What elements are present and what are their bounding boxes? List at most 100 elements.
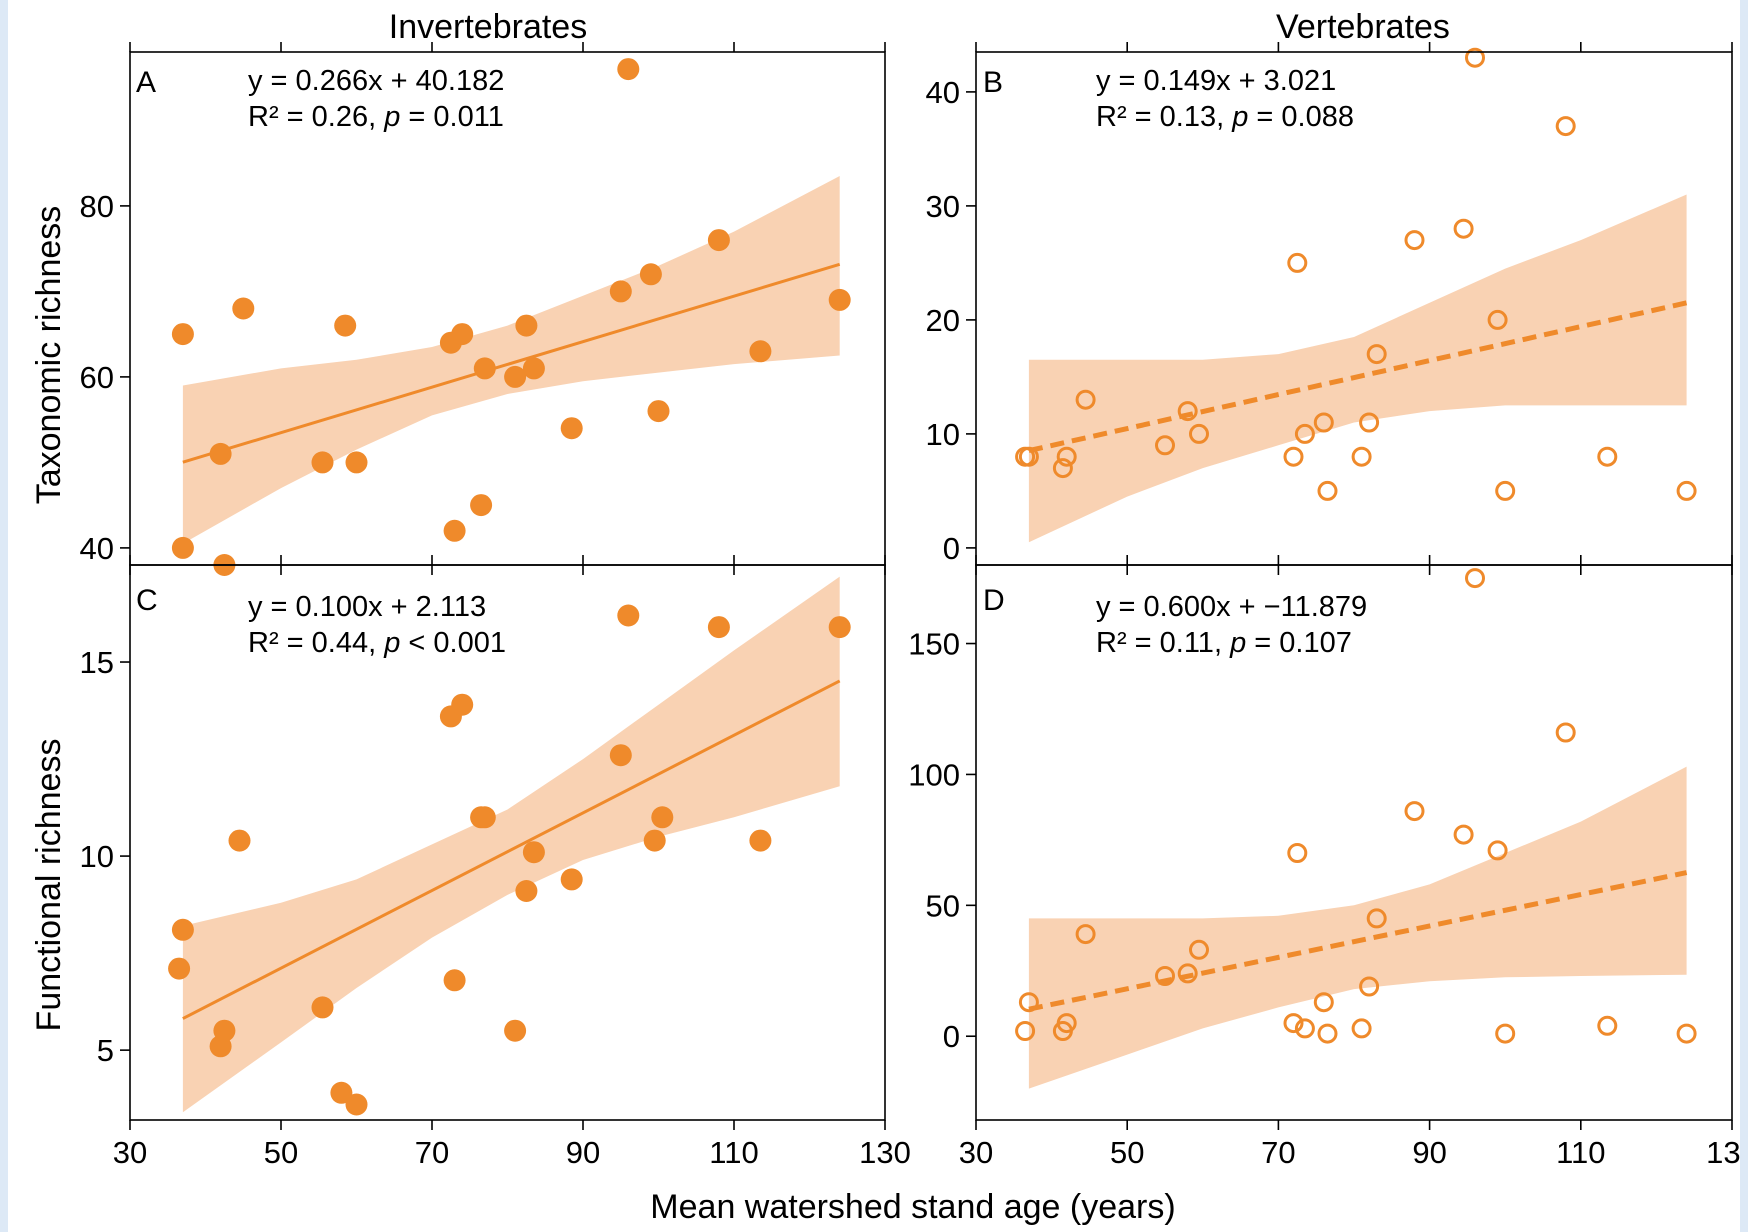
data-point (171, 323, 194, 346)
data-point (609, 744, 632, 767)
data-point (1317, 480, 1338, 501)
data-point (1676, 480, 1697, 501)
data-point (1465, 47, 1485, 68)
x-tick-label: 30 (113, 1135, 147, 1170)
regression-stats: R² = 0.13, p = 0.088 (1096, 101, 1354, 133)
y-tick-label: 20 (926, 303, 960, 338)
y-tick-label: 10 (80, 839, 114, 874)
confidence-band (182, 576, 840, 1113)
data-point (1313, 412, 1334, 433)
x-tick-label: 50 (1110, 1135, 1144, 1170)
data-point (443, 519, 466, 542)
data-point (1177, 401, 1198, 422)
data-point (1351, 446, 1372, 467)
figure-canvas: Invertebrates Vertebrates Taxonomic rich… (30, 8, 1740, 1226)
data-point (1018, 446, 1039, 467)
data-point (515, 314, 538, 337)
x-tick-label: 90 (566, 1135, 600, 1170)
data-point (213, 1019, 236, 1042)
data-point (1287, 252, 1308, 273)
data-point (345, 1093, 368, 1116)
data-point (209, 442, 232, 465)
data-point (473, 357, 496, 380)
regression-equation: y = 0.266x + 40.182 (248, 65, 504, 97)
data-point (1155, 966, 1175, 986)
y-tick-label: 0 (943, 531, 960, 566)
column-title-invertebrates: Invertebrates (389, 8, 587, 46)
panel-letter: B (983, 66, 1003, 99)
data-point (707, 229, 730, 252)
data-point (228, 829, 251, 852)
x-tick-label: 130 (1706, 1135, 1740, 1170)
figure-frame: Invertebrates Vertebrates Taxonomic rich… (8, 0, 1740, 1232)
data-point (1189, 939, 1209, 960)
regression-stats: R² = 0.26, p = 0.011 (248, 101, 504, 133)
data-point (345, 451, 368, 474)
x-tick-label: 50 (264, 1135, 298, 1170)
data-point (1287, 843, 1308, 863)
data-point (1495, 480, 1516, 501)
data-point (1487, 309, 1508, 330)
data-point (749, 829, 772, 852)
x-tick-label: 70 (1261, 1135, 1295, 1170)
regression-equation: y = 0.149x + 3.021 (1096, 65, 1336, 97)
confidence-band (182, 176, 840, 544)
data-point (749, 340, 772, 363)
data-point (1056, 1013, 1077, 1034)
y-axis-title-functional: Functional richness (30, 739, 68, 1032)
data-point (1359, 976, 1380, 997)
regression-stats: R² = 0.44, p < 0.001 (248, 627, 506, 659)
regression-equation: y = 0.100x + 2.113 (248, 591, 486, 623)
data-point (1177, 963, 1198, 984)
data-point (1015, 1021, 1036, 1041)
data-point (1351, 1018, 1372, 1039)
y-tick-label: 100 (908, 757, 960, 792)
data-point (1597, 1015, 1618, 1036)
data-point (232, 297, 255, 320)
x-tick-label: 70 (415, 1135, 449, 1170)
data-point (609, 280, 632, 303)
data-point (1487, 840, 1508, 861)
x-tick-label: 130 (859, 1135, 911, 1170)
regression-stats: R² = 0.11, p = 0.107 (1096, 627, 1352, 659)
data-point (334, 314, 357, 337)
data-point (171, 918, 194, 941)
data-point (1056, 446, 1077, 467)
y-tick-label: 60 (80, 360, 114, 395)
panel-letter: D (983, 584, 1005, 617)
data-point (330, 1081, 353, 1104)
y-tick-label: 80 (80, 189, 114, 224)
data-point (1313, 992, 1334, 1013)
data-point (1495, 1023, 1516, 1044)
data-point (560, 417, 583, 440)
data-point (1189, 423, 1209, 444)
regression-equation: y = 0.600x + −11.879 (1096, 591, 1367, 623)
data-point (828, 288, 851, 311)
plot-frame (129, 564, 886, 1121)
data-point (1453, 824, 1474, 845)
data-point (311, 996, 334, 1019)
x-axis-title: Mean watershed stand age (years) (650, 1188, 1175, 1226)
data-point (522, 357, 545, 380)
data-point (707, 616, 730, 639)
data-point (1366, 908, 1387, 929)
data-point (647, 400, 670, 423)
panel-b: 0 10 20 30 40 B y = 0.149x + 3.021 R² = 0.13… (926, 42, 1733, 575)
data-point (1317, 1023, 1338, 1044)
data-point (560, 868, 583, 891)
y-tick-label: 30 (926, 189, 960, 224)
data-point (451, 323, 474, 346)
data-point (1075, 389, 1096, 410)
data-point (1676, 1023, 1697, 1044)
data-point (1294, 1018, 1315, 1039)
x-tick-label: 110 (709, 1135, 758, 1170)
data-point (1453, 218, 1474, 239)
data-point (1283, 446, 1304, 467)
regression-line (182, 679, 841, 1020)
y-tick-label: 0 (943, 1019, 960, 1054)
data-point (617, 604, 640, 627)
data-point (168, 957, 191, 980)
confidence-band (1028, 194, 1687, 543)
y-tick-label: 40 (926, 75, 960, 110)
data-point (617, 58, 640, 81)
